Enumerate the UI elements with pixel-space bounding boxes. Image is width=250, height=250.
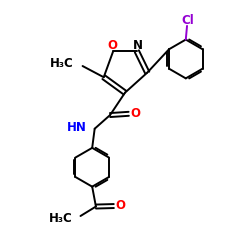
Text: HN: HN — [67, 121, 87, 134]
Text: H₃C: H₃C — [49, 212, 72, 226]
Text: O: O — [131, 107, 141, 120]
Text: Cl: Cl — [181, 14, 194, 27]
Text: O: O — [116, 199, 126, 212]
Text: H₃C: H₃C — [50, 57, 73, 70]
Text: N: N — [133, 39, 143, 52]
Text: O: O — [107, 39, 117, 52]
